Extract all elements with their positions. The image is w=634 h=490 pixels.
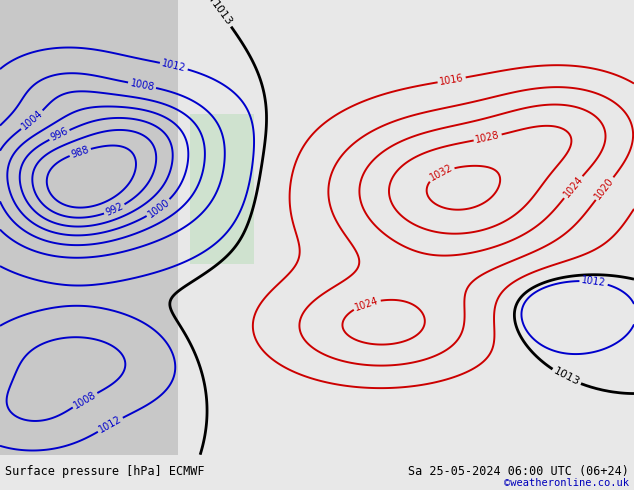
Text: 1013: 1013 (209, 0, 234, 28)
Text: Sa 25-05-2024 06:00 UTC (06+24): Sa 25-05-2024 06:00 UTC (06+24) (408, 465, 629, 478)
Text: 1028: 1028 (475, 130, 501, 145)
Text: 992: 992 (104, 201, 125, 218)
Text: 1008: 1008 (72, 390, 98, 411)
Text: ©weatheronline.co.uk: ©weatheronline.co.uk (504, 478, 629, 488)
Text: 1008: 1008 (129, 78, 155, 93)
Text: 988: 988 (70, 145, 91, 160)
Text: 1012: 1012 (581, 275, 607, 289)
Text: 1000: 1000 (146, 197, 172, 220)
Text: 1004: 1004 (20, 108, 45, 132)
Polygon shape (0, 0, 178, 455)
Polygon shape (190, 114, 254, 264)
Text: 1012: 1012 (97, 414, 124, 435)
Text: Surface pressure [hPa] ECMWF: Surface pressure [hPa] ECMWF (5, 465, 205, 478)
Text: 1013: 1013 (552, 367, 581, 388)
Text: 1024: 1024 (562, 174, 585, 200)
Text: 1032: 1032 (428, 163, 455, 183)
Text: 1024: 1024 (354, 295, 380, 313)
Text: 1020: 1020 (593, 176, 616, 201)
Text: 1012: 1012 (161, 58, 187, 74)
Text: 1016: 1016 (439, 73, 465, 87)
Text: 996: 996 (49, 126, 70, 143)
